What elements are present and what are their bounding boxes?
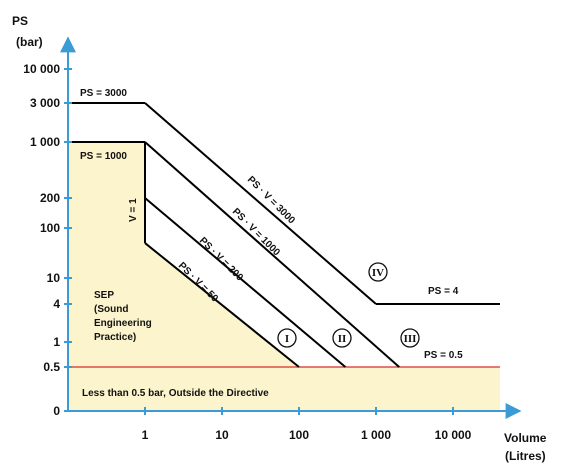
sep-label-line-2: Engineering: [94, 318, 152, 329]
y-tick-label-2: 1: [53, 335, 60, 349]
x-tick-label-0: 1: [142, 428, 149, 442]
zone-below-threshold: [68, 367, 500, 411]
axes-layer: [60, 36, 522, 419]
y-tick-label-3: 4: [53, 297, 60, 311]
category-circle-3: [368, 262, 388, 282]
zone-sep: [68, 142, 299, 367]
label-v-1: V = 1: [128, 198, 139, 222]
category-circle-0: [277, 328, 297, 348]
series-line-7: [144, 102, 377, 305]
y-tick-label-0: 0: [53, 404, 60, 418]
y-tick-label-9: 10 000: [23, 62, 60, 76]
category-label-0: I: [285, 333, 289, 345]
sep-label-line-0: SEP: [94, 290, 114, 301]
category-label-1: II: [338, 333, 347, 345]
label-pv-1000: PS · V = 1000: [230, 206, 282, 258]
series-line-6: [144, 141, 400, 368]
label-pv-3000: PS · V = 3000: [245, 174, 297, 226]
sep-label-line-3: Practice): [94, 332, 136, 343]
series-line-4: [144, 242, 300, 368]
label-ps-1000: PS = 1000: [80, 151, 127, 162]
x-tick-label-2: 100: [289, 428, 309, 442]
y-tick-label-6: 200: [40, 191, 60, 205]
series-line-5: [144, 197, 347, 368]
category-label-2: III: [404, 333, 417, 345]
x-axis-title: Volume: [504, 431, 547, 445]
category-circle-1: [332, 328, 352, 348]
y-tick-label-4: 10: [47, 271, 61, 285]
y-tick-label-8: 3 000: [30, 96, 60, 110]
category-circle-2: [400, 328, 420, 348]
below-threshold-label: Less than 0.5 bar, Outside the Directive: [82, 388, 269, 399]
label-ps-3000: PS = 3000: [80, 88, 127, 99]
lines-layer: [68, 102, 500, 368]
category-label-3: IV: [372, 267, 384, 279]
y-tick-label-5: 100: [40, 221, 60, 235]
y-axis-title-unit: (bar): [16, 35, 43, 49]
x-tick-label-1: 10: [215, 428, 229, 442]
label-ps-4: PS = 4: [428, 286, 459, 297]
x-axis-title-unit: (Litres): [505, 449, 546, 463]
label-pv-200: PS · V = 200: [197, 235, 245, 283]
sep-label-line-1: (Sound: [94, 304, 128, 315]
x-tick-label-4: 10 000: [435, 428, 472, 442]
zones-layer: [68, 142, 500, 411]
y-tick-label-1: 0.5: [43, 360, 60, 374]
y-tick-label-7: 1 000: [30, 135, 60, 149]
label-ps-0-5: PS = 0.5: [424, 350, 463, 361]
x-tick-label-3: 1 000: [361, 428, 391, 442]
y-axis-title: PS: [12, 14, 28, 28]
